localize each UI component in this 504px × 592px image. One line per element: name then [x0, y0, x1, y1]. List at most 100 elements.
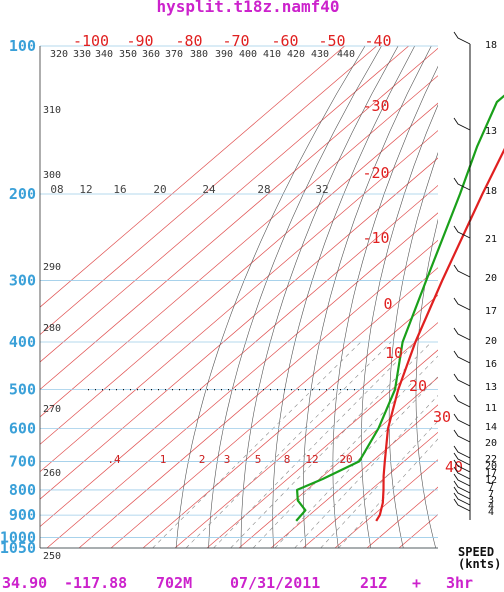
wind-barb	[453, 473, 471, 487]
wind-barb	[453, 486, 471, 500]
mixing-ratio-label-lower: 12	[305, 453, 318, 466]
isotherm-line	[174, 322, 438, 548]
wind-barb	[453, 297, 471, 311]
isotherm-line	[110, 267, 438, 548]
wind-speed-value: 3	[488, 495, 494, 506]
temperature-tick-label: -30	[362, 97, 389, 115]
sounding-profiles	[295, 94, 504, 522]
dry-adiabat-line	[388, 152, 438, 548]
wind-speed-value: 18	[485, 40, 497, 51]
temperature-tick-label: -80	[175, 32, 202, 50]
theta-label: 330	[73, 49, 91, 60]
wind-speed-value: 4	[488, 501, 494, 512]
theta-label: 250	[43, 551, 61, 562]
mixing-ratio-label-lower: 1	[160, 453, 167, 466]
theta-label: 300	[43, 170, 61, 181]
theta-label: 270	[43, 404, 61, 415]
wind-speed-value: 20	[485, 336, 497, 347]
pressure-tick-label: 1050	[0, 539, 36, 557]
pressure-tick-label: 400	[9, 333, 36, 351]
dry-adiabat-line	[361, 104, 438, 548]
theta-label: 350	[119, 49, 137, 60]
wind-barb	[453, 31, 471, 45]
wind-barb	[453, 264, 471, 278]
mixing-ratio-line	[294, 395, 438, 548]
theta-label: 380	[190, 49, 208, 60]
pressure-tick-label: 1000	[0, 529, 36, 547]
footer-plus: +	[412, 574, 421, 592]
wind-barb	[453, 459, 471, 473]
mixing-ratio-label-lower: 8	[284, 453, 291, 466]
isotherm-line	[40, 75, 438, 418]
pressure-tick-label: 500	[9, 381, 36, 399]
footer-lon: -117.88	[64, 574, 127, 592]
footer-elevation: 702M	[156, 574, 192, 592]
wind-barb	[453, 492, 471, 506]
wind-barb	[453, 445, 471, 459]
wind-barb	[453, 413, 471, 427]
isotherm-line	[270, 404, 438, 548]
theta-label: 370	[165, 49, 183, 60]
mixing-ratio-line	[185, 341, 392, 548]
wind-speed-value: 4	[488, 507, 494, 518]
dry-adiabat-line	[175, 46, 366, 548]
theta-label: 430	[311, 49, 329, 60]
wind-barb	[453, 452, 471, 466]
mixing-ratio-label-lower: .4	[107, 453, 121, 466]
mixing-ratio-label-lower: 20	[339, 453, 352, 466]
isotherm-line	[238, 376, 438, 548]
wind-speed-label: SPEED	[458, 545, 494, 559]
mixing-ratio-line	[213, 341, 417, 548]
temperature-tick-label: 10	[385, 344, 403, 362]
mixing-ratio-label-lower: 5	[255, 453, 262, 466]
isotherm-line	[40, 157, 438, 500]
theta-label: 280	[43, 323, 61, 334]
pressure-tick-label: 700	[9, 452, 36, 470]
isotherm-line	[40, 102, 438, 445]
mixing-ratio-label-upper: 20	[153, 183, 166, 196]
temperature-tick-label: -40	[364, 32, 391, 50]
temperature-tick-label: 20	[409, 377, 427, 395]
theta-label: 290	[43, 262, 61, 273]
dry-adiabat-line	[208, 46, 382, 548]
wind-speed-value: 13	[485, 126, 497, 137]
wind-barb	[453, 429, 471, 443]
mixing-ratio-label-upper: 24	[202, 183, 216, 196]
isotherm-line	[40, 47, 438, 390]
temperature-tick-label: -90	[126, 32, 153, 50]
wind-speed-value: 7	[488, 482, 494, 493]
pressure-tick-label: 100	[9, 37, 36, 55]
theta-label: 400	[239, 49, 257, 60]
footer-date: 07/31/2011	[230, 574, 320, 592]
isotherm-line	[206, 349, 438, 548]
pressure-tick-label: 800	[9, 481, 36, 499]
mixing-ratio-label-upper: 32	[315, 183, 328, 196]
mixing-ratio-label-lower: 3	[224, 453, 231, 466]
wind-speed-value: 13	[485, 382, 497, 393]
mixing-ratio-line	[152, 341, 362, 548]
mixing-ratio-line	[230, 341, 432, 548]
theta-label: 310	[43, 105, 61, 116]
footer-lat: 34.90	[2, 574, 47, 592]
wind-speed-value: 22	[485, 454, 497, 465]
dry-adiabat-line	[332, 65, 438, 548]
footer-hour: 21Z	[360, 574, 387, 592]
isotherm-line	[40, 46, 409, 363]
temperature-tick-label: 0	[383, 295, 392, 313]
footer-forecast: 3hr	[446, 574, 473, 592]
mixing-ratio-line	[274, 376, 438, 548]
temperature-tick-label: -100	[73, 32, 109, 50]
pressure-tick-label: 200	[9, 185, 36, 203]
mixing-ratio-label-upper: 08	[50, 183, 63, 196]
isotherm-line	[40, 130, 438, 473]
theta-label: 440	[337, 49, 355, 60]
wind-barb	[453, 480, 471, 494]
wind-speed-value: 17	[485, 306, 497, 317]
temperature-tick-label: -70	[222, 32, 249, 50]
wind-speed-value: 16	[485, 359, 497, 370]
wind-barb	[453, 177, 471, 191]
pressure-tick-label: 900	[9, 506, 36, 524]
wind-barb	[453, 350, 471, 364]
wind-speed-value: 20	[485, 461, 497, 472]
